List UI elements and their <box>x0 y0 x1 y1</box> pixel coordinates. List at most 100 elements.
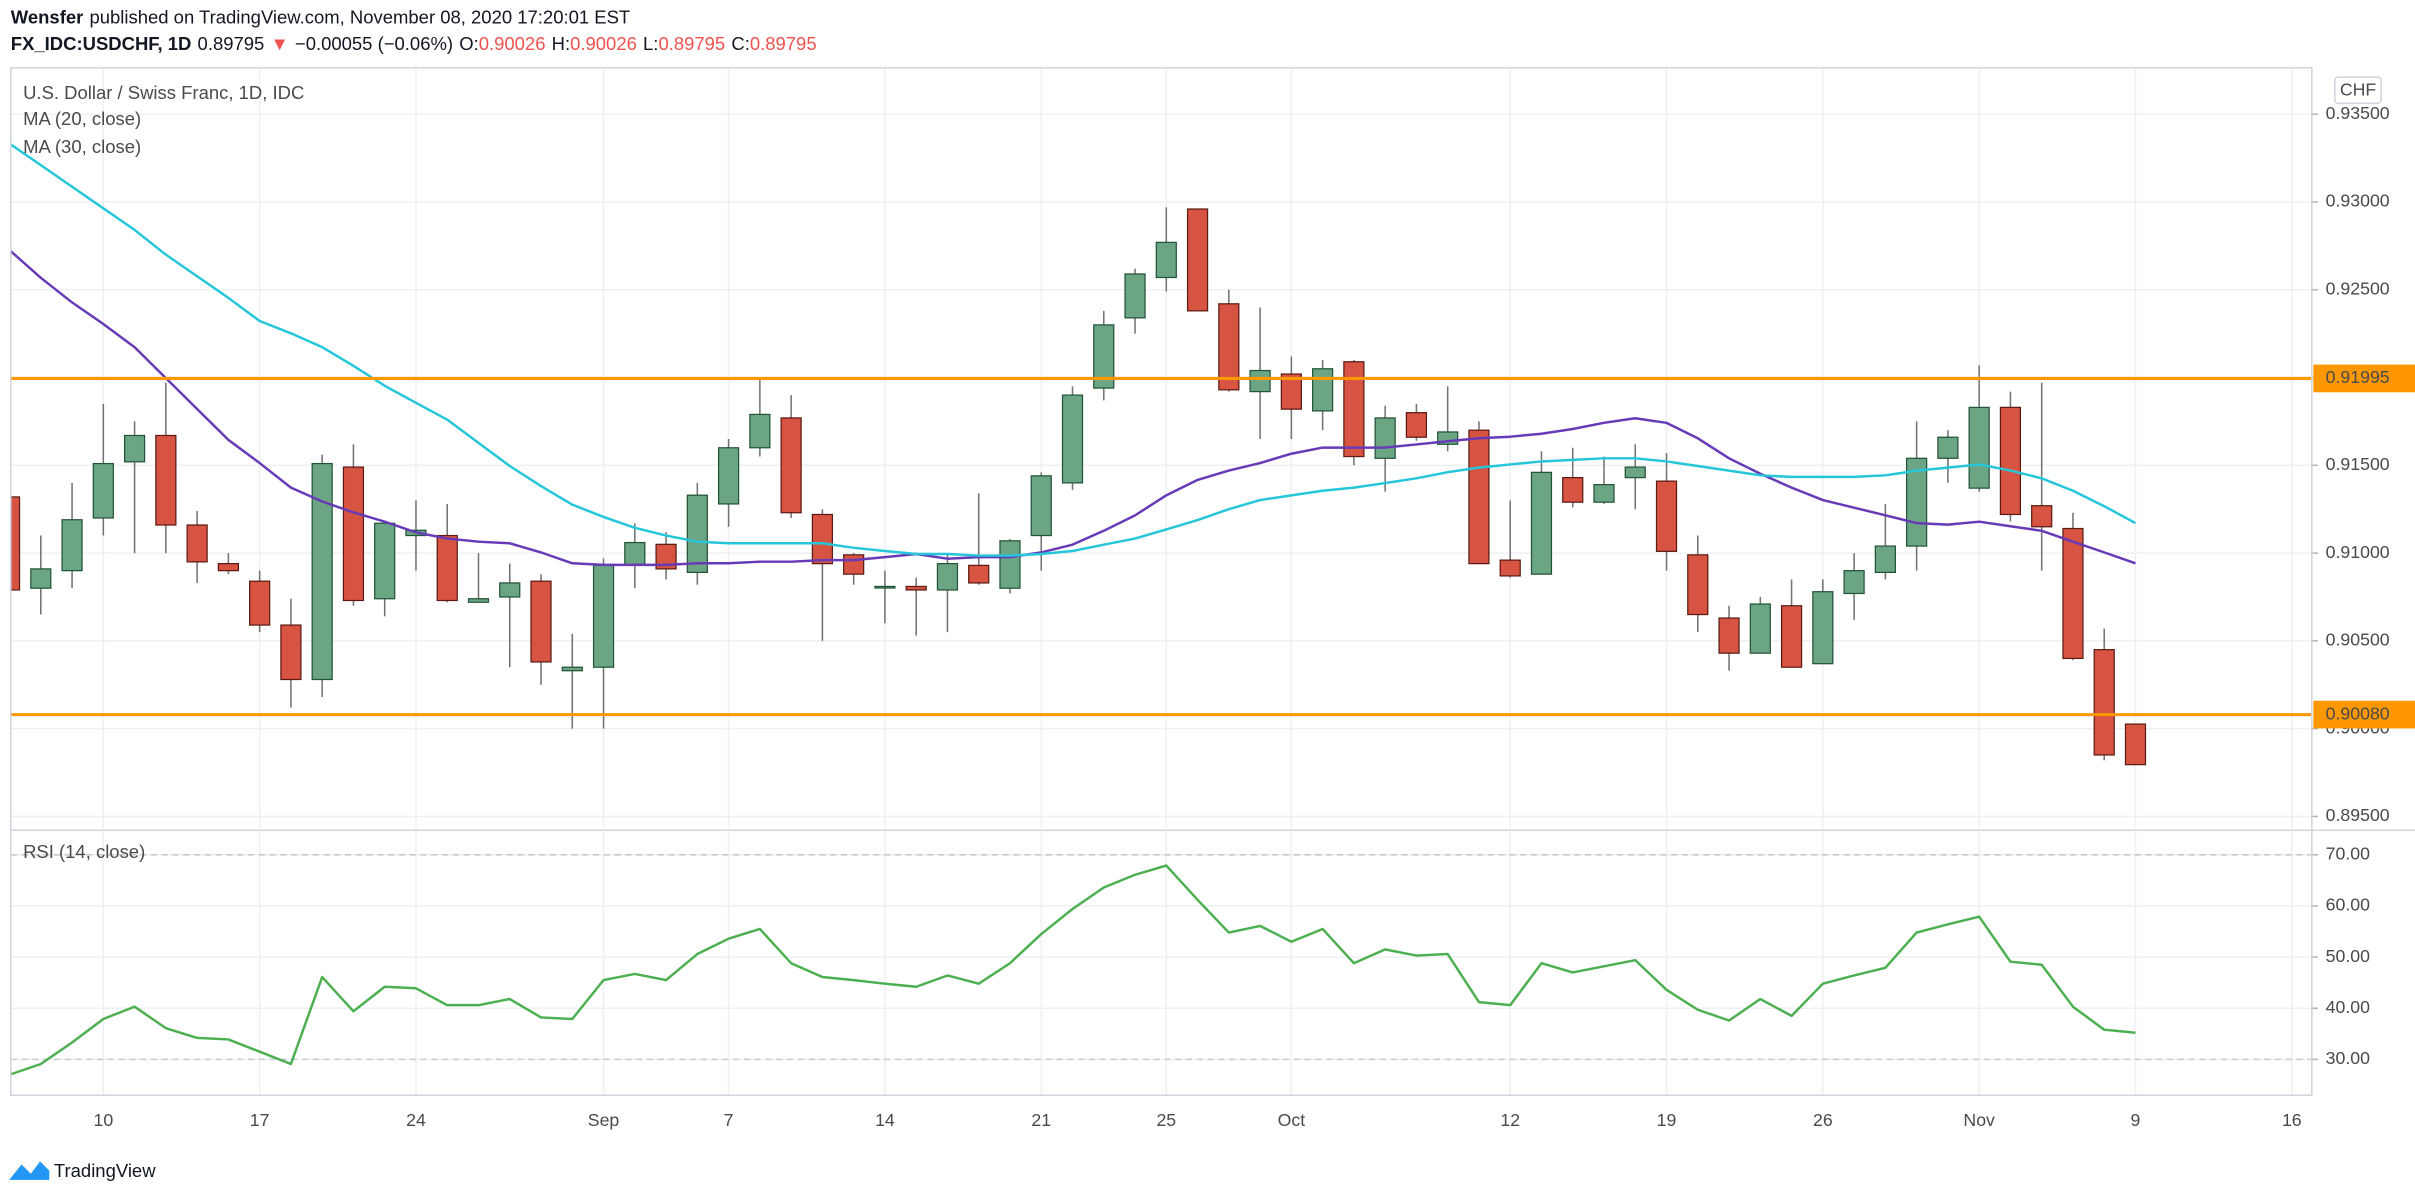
candle-body <box>1780 605 1803 668</box>
brand: TradingView <box>54 1160 156 1181</box>
candle-body <box>155 434 177 526</box>
y-tick-label: 0.93500 <box>2326 103 2390 123</box>
candle-body <box>1749 603 1771 654</box>
price-label: 0.90080 <box>2326 703 2390 723</box>
ohlc-key: C: <box>731 33 749 54</box>
candle-body <box>592 564 615 668</box>
unit: CHF <box>2340 80 2377 100</box>
y-tick-label: 0.93000 <box>2326 191 2390 211</box>
candle-body <box>1530 471 1553 575</box>
candle-body <box>1280 373 1302 410</box>
axis-layer: 10 17 24 Sep 7 14 21 25 Oct 12 19 26 Nov 9 16 0.89500 0.… <box>93 103 2415 1130</box>
candle-body <box>1186 208 1209 312</box>
x-tick-label: 16 <box>2282 1110 2302 1130</box>
candle-body <box>780 417 802 514</box>
candle-body <box>10 496 21 591</box>
candle-body <box>1374 417 1396 459</box>
x-tick-label: 14 <box>875 1110 895 1130</box>
ohlc-value: 0.90026 <box>479 33 546 54</box>
logo-icon <box>9 1161 50 1180</box>
x-tick-label: Oct <box>1278 1110 1306 1130</box>
candle-body <box>1468 429 1490 565</box>
candle-body <box>874 585 896 589</box>
ohlc-value: 0.90026 <box>570 33 637 54</box>
candle-body <box>811 513 834 565</box>
candle-body <box>2062 527 2084 660</box>
candle-body <box>1718 617 1740 654</box>
candle-body <box>1093 324 1115 389</box>
legend-entry: MA (30, close) <box>23 136 141 157</box>
symbol-line: FX_IDC:USDCHF, 1D 0.89795 ▼ −0.00055 (−0.06… <box>11 33 817 54</box>
last-price: 0.89795 <box>198 33 265 54</box>
x-tick-label: Sep <box>588 1110 620 1130</box>
ohlc-key: O: <box>459 33 478 54</box>
x-tick-label: 24 <box>406 1110 426 1130</box>
x-tick-label: 12 <box>1500 1110 1520 1130</box>
author: Wensfer <box>11 6 84 27</box>
candle-body <box>2124 723 2147 766</box>
brand-logo <box>9 1161 50 1180</box>
price-label-box <box>2313 364 2415 393</box>
candle-body <box>374 522 396 600</box>
candle-body <box>280 624 302 681</box>
ohlc-key: L: <box>643 33 658 54</box>
series-line <box>10 249 2136 567</box>
y-tick-label: 40.00 <box>2326 997 2370 1017</box>
candle-body <box>1655 480 1678 552</box>
candle-body <box>61 519 83 572</box>
x-tick-label: 25 <box>1156 1110 1176 1130</box>
candle-body <box>999 540 1021 589</box>
candle-body <box>467 598 490 603</box>
candle-body <box>1687 554 1709 616</box>
y-tick-label: 0.92500 <box>2326 278 2390 298</box>
price-pane <box>10 142 2312 766</box>
y-tick-label: 0.89500 <box>2326 805 2390 825</box>
ohlc-value: 0.89795 <box>658 33 725 54</box>
x-tick-label: 19 <box>1657 1110 1677 1130</box>
candle-body <box>717 447 740 505</box>
x-tick-label: 10 <box>93 1110 113 1130</box>
rsi-pane <box>10 854 2312 1076</box>
x-tick-label: 9 <box>2131 1110 2141 1130</box>
candle-body <box>2093 649 2115 756</box>
candle-body <box>1999 406 2022 516</box>
candle-body <box>436 534 458 602</box>
series-line <box>10 142 2137 557</box>
candle-body <box>92 462 114 519</box>
candle-body <box>1843 570 1865 595</box>
candle-body <box>968 564 990 584</box>
published: published on TradingView.com, November 0… <box>89 6 630 27</box>
x-tick-label: 26 <box>1813 1110 1833 1130</box>
candle-body <box>1937 436 1959 459</box>
symbol: FX_IDC:USDCHF, 1D <box>11 33 192 54</box>
candle-body <box>1405 412 1428 438</box>
pane-title: U.S. Dollar / Swiss Franc, 1D, IDC <box>23 82 304 103</box>
candle-body <box>686 494 708 574</box>
candle-body <box>905 585 927 591</box>
legend-entry: RSI (14, close) <box>23 841 145 862</box>
candle-body <box>624 541 646 567</box>
candle-body <box>2031 505 2053 528</box>
y-tick-label: 0.91000 <box>2326 542 2390 562</box>
x-tick-label: 21 <box>1031 1110 1051 1130</box>
candle-body <box>1218 303 1240 391</box>
candle-body <box>186 524 208 563</box>
header-line: Wensfer published on TradingView.com, Nov… <box>11 6 630 27</box>
candle-body <box>1311 368 1334 412</box>
candle-body <box>749 413 771 449</box>
price-label: 0.91995 <box>2326 367 2390 387</box>
candle-body <box>843 554 865 575</box>
unit-box <box>2334 76 2382 105</box>
y-tick-label: 50.00 <box>2326 946 2370 966</box>
change: −0.00055 (−0.06%) <box>295 33 453 54</box>
candle-body <box>217 563 239 572</box>
y-tick-label: 60.00 <box>2326 895 2370 915</box>
y-tick-label: 0.91500 <box>2326 454 2390 474</box>
y-tick-label: 70.00 <box>2326 843 2370 863</box>
x-tick-label: 7 <box>724 1110 734 1130</box>
candle-body <box>1812 591 1834 665</box>
candle-body <box>1562 476 1584 503</box>
